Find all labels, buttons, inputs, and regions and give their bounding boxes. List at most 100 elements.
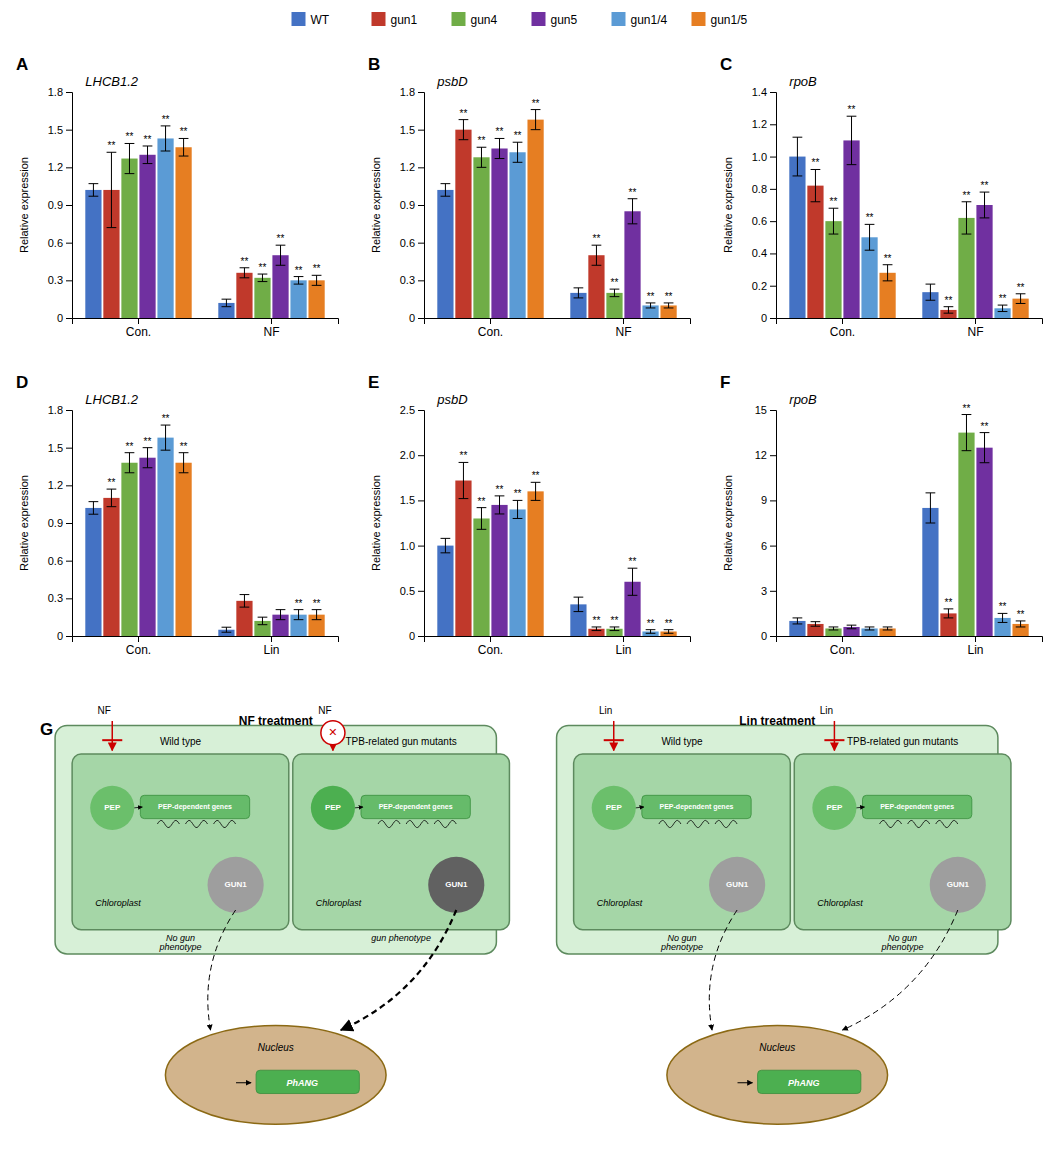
transcript (687, 820, 709, 827)
sig-labels: ********** (945, 403, 1025, 620)
tick-mark (66, 92, 72, 93)
tick-mark (66, 598, 72, 599)
gene-label: PEP-dependent genes (660, 803, 734, 811)
x-tick: NF (616, 318, 632, 339)
tick-label: 1.2 (48, 161, 63, 173)
tick-mark (770, 546, 776, 547)
error-bar (294, 277, 304, 285)
sig-label: ** (629, 556, 637, 567)
pep-label: PEP (606, 803, 623, 812)
y-tick: 0 (409, 630, 424, 642)
bar: gun5 (976, 448, 992, 636)
tick-label: 12 (755, 449, 767, 461)
tick-mark (66, 205, 72, 206)
tick-label: Con. (830, 643, 855, 657)
phang-label: PhANG (788, 1078, 820, 1088)
panel: 00.51.01.52.02.5Con.LinRelative expressi… (368, 373, 691, 657)
tick-mark (770, 157, 776, 158)
tick-label: NF (968, 325, 984, 339)
error-bar (998, 305, 1008, 311)
transcript (880, 820, 902, 827)
error-bar (664, 303, 674, 308)
tick-mark (66, 485, 72, 486)
y-tick: 3 (761, 585, 776, 597)
tick-label: Lin (263, 643, 279, 657)
tick-mark (770, 253, 776, 254)
axis-line (73, 637, 339, 643)
axis-line (777, 637, 1043, 643)
x-tick: Con. (478, 636, 503, 657)
sig-label: ** (812, 157, 820, 168)
tick-mark (623, 318, 624, 324)
y-axis-title: Relative expression (722, 475, 734, 571)
x-tick: Lin (615, 636, 631, 657)
bar: WT (789, 157, 805, 318)
tick-mark (66, 318, 72, 319)
legend-swatch (292, 12, 306, 26)
error-bar (513, 500, 523, 518)
bar: gun1 (807, 186, 823, 318)
bar: gun1/5 (175, 147, 191, 318)
legend-item: gun5 (532, 12, 578, 27)
tick-label: 0.3 (48, 274, 63, 286)
tick-label: Lin (967, 643, 983, 657)
tick-label: 1.0 (400, 540, 415, 552)
y-axis: 00.30.60.91.21.51.8 (48, 86, 73, 324)
tick-mark (623, 636, 624, 642)
tick-label: 1.4 (752, 86, 767, 98)
tick-mark (842, 318, 843, 324)
legend-swatch (612, 12, 626, 26)
bar: gun5 (491, 505, 507, 636)
tick-label: 9 (761, 494, 767, 506)
y-tick: 2.0 (400, 449, 424, 461)
transcript (659, 820, 681, 827)
tick-label: Lin (615, 643, 631, 657)
sig-label: ** (1017, 609, 1025, 620)
tick-label: 0.6 (48, 237, 63, 249)
sig-label: ** (313, 598, 321, 609)
x-tick: NF (264, 318, 280, 339)
x-tick: Lin (263, 636, 279, 657)
error-bar (793, 618, 803, 624)
sig-label: ** (963, 190, 971, 201)
bar: gun1 (236, 273, 252, 318)
phenotype-label: gun phenotype (371, 933, 431, 943)
y-tick: 1.2 (400, 161, 424, 173)
sig-label: ** (241, 256, 249, 267)
sig-label: ** (496, 126, 504, 137)
y-axis: 00.20.40.60.81.01.21.4 (752, 86, 777, 324)
y-tick: 0.5 (400, 585, 424, 597)
gene-label: PEP-dependent genes (880, 803, 954, 811)
y-tick: 1.8 (48, 404, 72, 416)
tick-mark (418, 546, 424, 547)
promoter-arrow (738, 1082, 753, 1083)
plot-area: WTWTgun1gun1gun4gun4gun5gun5gun1/4gun1/4… (437, 110, 676, 318)
tick-mark (770, 124, 776, 125)
error-bar (829, 208, 839, 234)
tick-mark (138, 318, 139, 324)
tick-mark (770, 286, 776, 287)
tick-mark (66, 167, 72, 168)
legend-label: gun1 (391, 13, 418, 27)
tick-label: Con. (126, 643, 151, 657)
tick-label: 0.5 (400, 585, 415, 597)
tick-label: 0.2 (752, 280, 767, 292)
error-bar (980, 192, 990, 218)
sig-label: ** (981, 180, 989, 191)
gun1-label: GUN1 (726, 880, 749, 889)
error-bar (459, 120, 469, 140)
bar: gun5 (139, 155, 155, 318)
y-tick: 1.4 (752, 86, 776, 98)
axis-line (425, 637, 691, 643)
signal-arrow (842, 910, 957, 1030)
error-bar (865, 224, 875, 250)
y-axis-title: Relative expression (18, 475, 30, 571)
y-tick: 0 (761, 312, 776, 324)
tick-label: 0 (57, 630, 63, 642)
error-bar (531, 110, 541, 130)
tick-mark (418, 130, 424, 131)
sig-label: ** (1017, 282, 1025, 293)
error-bar (646, 303, 656, 308)
tick-mark (770, 92, 776, 93)
pep-circle (592, 786, 636, 830)
